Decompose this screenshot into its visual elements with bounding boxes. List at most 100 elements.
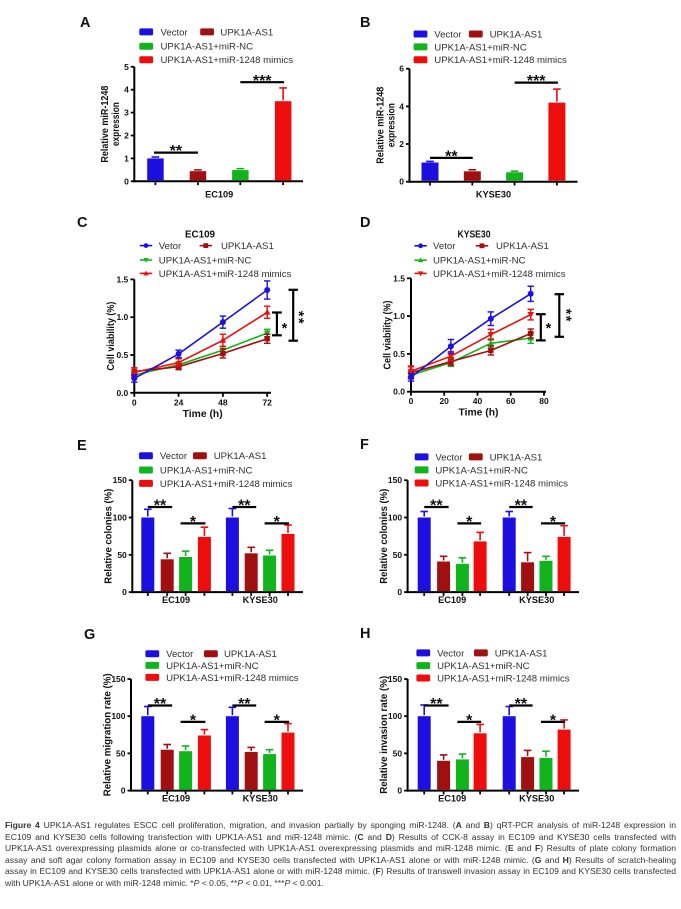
svg-text:B: B: [360, 15, 370, 31]
svg-text:**: **: [170, 143, 183, 160]
svg-text:Relative miR-1248: Relative miR-1248: [100, 85, 111, 162]
svg-text:UPK1A-AS1+miR-1248 mimics: UPK1A-AS1+miR-1248 mimics: [159, 269, 292, 280]
svg-text:*: *: [550, 514, 557, 531]
svg-text:Vector: Vector: [161, 27, 189, 38]
svg-text:0: 0: [399, 177, 404, 187]
svg-text:*: *: [466, 713, 473, 730]
svg-text:G: G: [84, 627, 95, 643]
svg-text:UPK1A-AS1+miR-NC: UPK1A-AS1+miR-NC: [160, 465, 253, 476]
svg-text:2: 2: [399, 139, 404, 149]
svg-text:0: 0: [121, 786, 126, 796]
svg-text:150: 150: [111, 674, 125, 684]
svg-text:UPK1A-AS1+miR-NC: UPK1A-AS1+miR-NC: [434, 42, 527, 53]
svg-text:C: C: [77, 215, 88, 231]
svg-text:KYSE30: KYSE30: [243, 794, 278, 804]
svg-text:5: 5: [124, 62, 129, 72]
svg-text:24: 24: [174, 397, 184, 407]
svg-text:***: ***: [253, 73, 272, 90]
svg-text:UPK1A-AS1+miR-NC: UPK1A-AS1+miR-NC: [435, 465, 528, 476]
svg-text:UPK1A-AS1+miR-1248 mimics: UPK1A-AS1+miR-1248 mimics: [435, 478, 568, 489]
svg-text:Relative migration rate (%): Relative migration rate (%): [103, 673, 114, 796]
svg-text:EC109: EC109: [162, 794, 190, 804]
svg-text:Vetor: Vetor: [433, 241, 456, 252]
svg-text:EC109: EC109: [185, 229, 215, 241]
svg-text:UPK1A-AS1+miR-NC: UPK1A-AS1+miR-NC: [159, 255, 252, 266]
svg-text:**: **: [154, 696, 167, 713]
svg-text:UPK1A-AS1+miR-1248 mimics: UPK1A-AS1+miR-1248 mimics: [161, 55, 294, 66]
svg-text:*: *: [282, 321, 288, 337]
svg-text:**: **: [290, 311, 306, 325]
svg-text:Time (h): Time (h): [183, 409, 223, 420]
svg-text:A: A: [80, 15, 91, 31]
svg-text:*: *: [550, 713, 557, 730]
svg-text:1.0: 1.0: [393, 311, 405, 321]
svg-text:100: 100: [111, 711, 125, 721]
svg-text:***: ***: [527, 73, 546, 90]
svg-text:H: H: [360, 626, 370, 642]
svg-text:0: 0: [132, 397, 137, 407]
svg-text:UPK1A-AS1+miR-NC: UPK1A-AS1+miR-NC: [433, 256, 526, 267]
svg-text:UPK1A-AS1: UPK1A-AS1: [490, 29, 543, 40]
svg-text:6: 6: [399, 64, 404, 74]
svg-text:0: 0: [397, 587, 402, 597]
svg-text:Vector: Vector: [434, 29, 462, 40]
svg-text:60: 60: [506, 396, 516, 406]
svg-text:2: 2: [124, 131, 129, 141]
svg-text:Cell viability (%): Cell viability (%): [106, 302, 117, 371]
svg-text:Time (h): Time (h): [459, 408, 499, 419]
svg-text:KYSE30: KYSE30: [519, 595, 554, 605]
svg-text:UPK1A-AS1: UPK1A-AS1: [214, 451, 267, 462]
svg-text:1.0: 1.0: [116, 312, 128, 322]
svg-text:0.5: 0.5: [116, 350, 128, 360]
svg-text:UPK1A-AS1+miR-1248 mimics: UPK1A-AS1+miR-1248 mimics: [437, 673, 570, 684]
svg-text:1: 1: [124, 153, 129, 163]
svg-text:UPK1A-AS1+miR-NC: UPK1A-AS1+miR-NC: [166, 661, 259, 672]
svg-text:72: 72: [262, 397, 272, 407]
svg-text:Relative miR-1248: Relative miR-1248: [376, 86, 387, 163]
svg-text:UPK1A-AS1: UPK1A-AS1: [496, 241, 549, 252]
svg-text:0.5: 0.5: [393, 349, 405, 359]
svg-text:Vector: Vector: [435, 452, 463, 463]
svg-text:KYSE30: KYSE30: [519, 794, 554, 804]
svg-text:4: 4: [124, 85, 129, 95]
svg-text:UPK1A-AS1+miR-1248 mimics: UPK1A-AS1+miR-1248 mimics: [160, 479, 293, 490]
svg-text:Vector: Vector: [437, 648, 465, 659]
svg-text:0: 0: [122, 587, 127, 597]
svg-text:UPK1A-AS1+miR-NC: UPK1A-AS1+miR-NC: [437, 661, 530, 672]
svg-text:**: **: [445, 149, 458, 166]
svg-text:UPK1A-AS1: UPK1A-AS1: [224, 649, 277, 660]
svg-text:Vetor: Vetor: [159, 241, 182, 252]
svg-text:UPK1A-AS1+miR-1248 mimics: UPK1A-AS1+miR-1248 mimics: [166, 673, 299, 684]
svg-text:*: *: [190, 713, 197, 730]
svg-text:**: **: [238, 498, 251, 515]
svg-text:KYSE30: KYSE30: [458, 229, 491, 241]
svg-text:150: 150: [388, 475, 402, 485]
svg-text:150: 150: [388, 674, 402, 684]
svg-text:KYSE30: KYSE30: [476, 190, 511, 200]
svg-text:20: 20: [439, 396, 449, 406]
svg-text:Vector: Vector: [166, 649, 194, 660]
svg-text:100: 100: [388, 513, 402, 523]
svg-text:*: *: [274, 514, 281, 531]
svg-text:EC109: EC109: [438, 595, 466, 605]
svg-text:Relative colonies (%): Relative colonies (%): [379, 489, 390, 584]
svg-text:D: D: [360, 215, 370, 231]
svg-text:**: **: [430, 696, 443, 713]
svg-text:EC109: EC109: [205, 190, 233, 200]
svg-text:100: 100: [388, 711, 402, 721]
svg-text:*: *: [466, 514, 473, 531]
svg-text:**: **: [558, 309, 574, 323]
svg-text:UPK1A-AS1: UPK1A-AS1: [220, 27, 273, 38]
svg-text:0: 0: [397, 786, 402, 796]
svg-text:100: 100: [113, 513, 127, 523]
svg-text:**: **: [238, 696, 251, 713]
svg-text:EC109: EC109: [162, 595, 190, 605]
svg-text:UPK1A-AS1: UPK1A-AS1: [490, 452, 543, 463]
svg-text:1.5: 1.5: [116, 274, 128, 284]
svg-text:Vector: Vector: [160, 451, 188, 462]
svg-text:Relative invasion rate (%): Relative invasion rate (%): [379, 676, 390, 794]
svg-text:**: **: [515, 696, 528, 713]
svg-text:1.5: 1.5: [393, 273, 405, 283]
svg-text:F: F: [360, 437, 369, 453]
svg-text:UPK1A-AS1+miR-1248 mimics: UPK1A-AS1+miR-1248 mimics: [433, 269, 566, 280]
